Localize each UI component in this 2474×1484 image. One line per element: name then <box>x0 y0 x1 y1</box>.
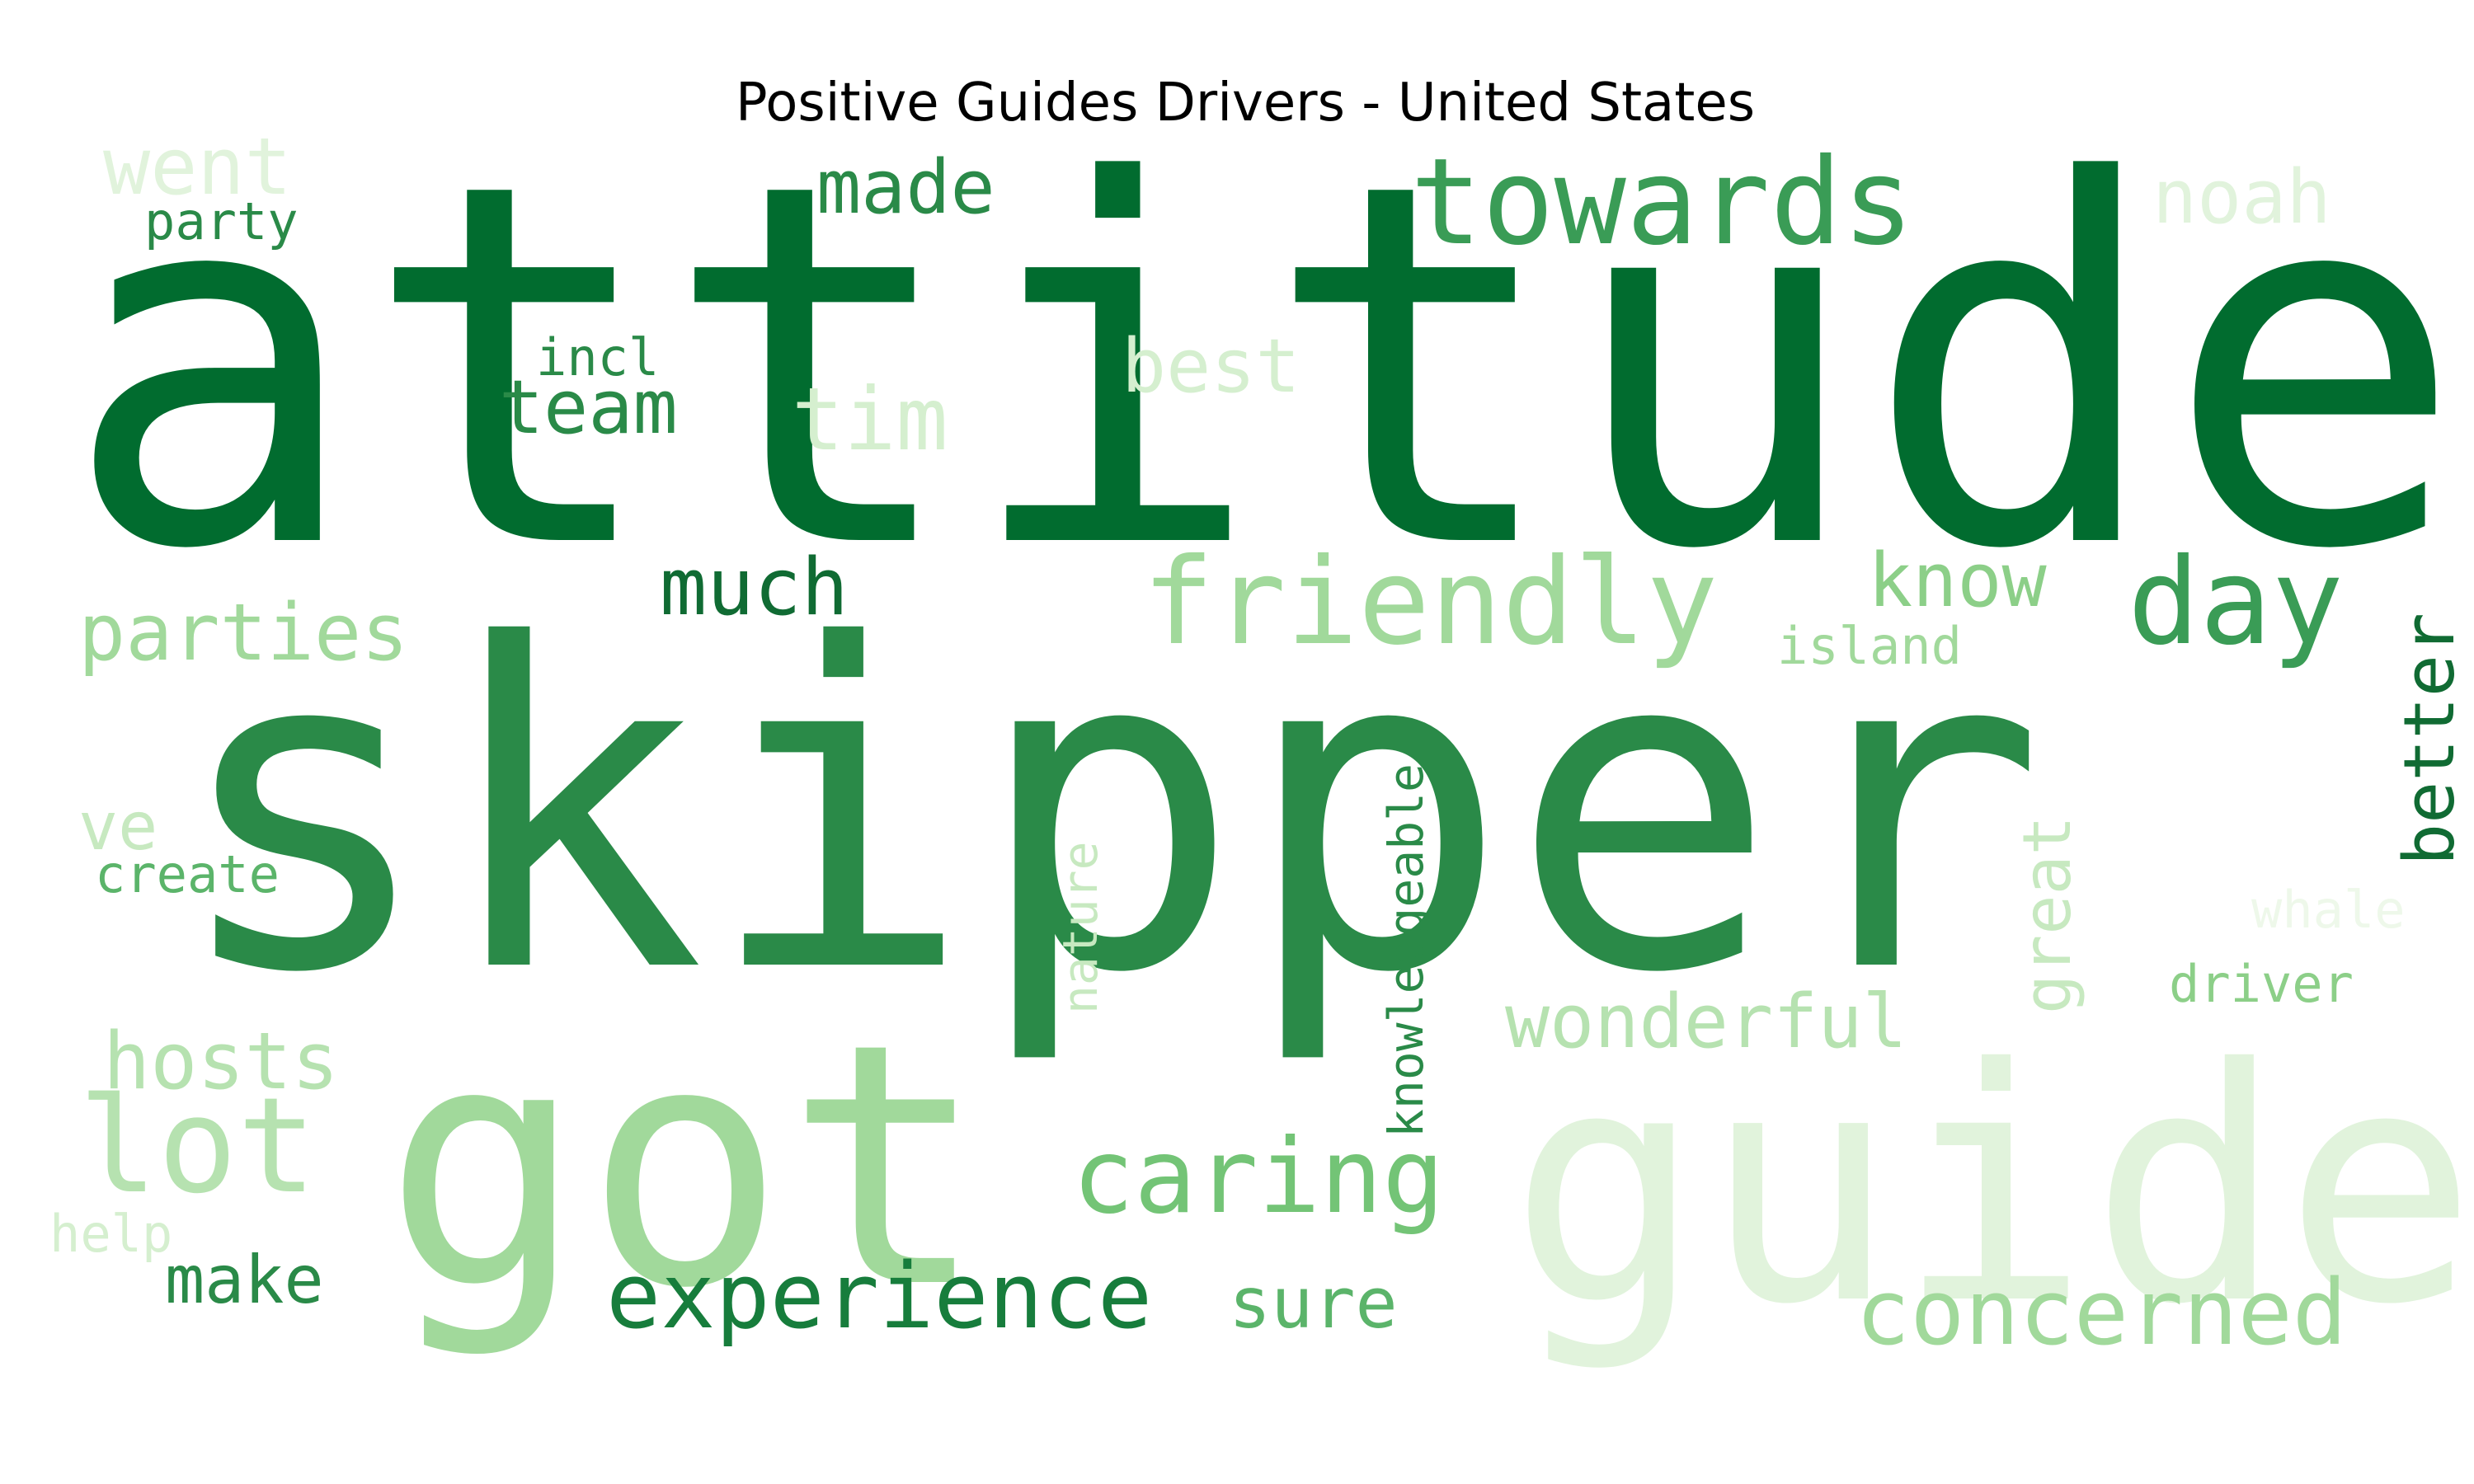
word-whale: whale <box>2251 880 2406 940</box>
word-day: day <box>2128 533 2344 672</box>
word-team: team <box>499 364 678 451</box>
word-friendly: friendly <box>1142 533 1718 672</box>
word-towards: towards <box>1410 133 1914 272</box>
word-hosts: hosts <box>103 1017 339 1107</box>
word-create: create <box>95 844 280 904</box>
word-noah: noah <box>2152 154 2331 241</box>
word-concerned: concerned <box>1856 1260 2347 1365</box>
word-experience: experience <box>606 1243 1152 1349</box>
word-knowledgeable: knowledgeable <box>1378 763 1434 1138</box>
word-attitude: attitude <box>62 77 2465 658</box>
word-got: got <box>383 972 987 1361</box>
word-know: know <box>1868 538 2048 624</box>
word-much: much <box>660 542 849 633</box>
word-nature: nature <box>1052 841 1108 1014</box>
word-parties: parties <box>78 588 408 679</box>
word-lot: lot <box>78 1068 317 1223</box>
word-better: better <box>2389 613 2471 866</box>
word-help: help <box>49 1204 172 1264</box>
word-wonderful: wonderful <box>1505 979 1907 1065</box>
word-caring: caring <box>1072 1117 1445 1237</box>
word-made: made <box>816 144 995 231</box>
word-guide: guide <box>1509 1000 2474 1374</box>
word-ve: ve <box>78 788 158 865</box>
word-make: make <box>165 1242 324 1318</box>
word-party: party <box>144 191 299 251</box>
word-tim: tim <box>792 369 948 470</box>
word-skipper: skipper <box>169 552 2046 1070</box>
word-best: best <box>1122 323 1300 410</box>
word-sure: sure <box>1229 1263 1398 1345</box>
chart-title: Positive Guides Drivers - United States <box>736 73 1755 134</box>
word-island: island <box>1777 616 1962 676</box>
word-driver: driver <box>2169 954 2354 1014</box>
word-great: great <box>2009 815 2086 1014</box>
word-incl: incl <box>536 327 659 387</box>
word-went: went <box>103 122 292 213</box>
